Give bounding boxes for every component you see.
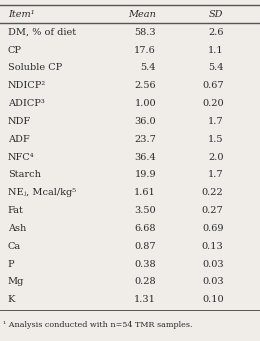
Text: 19.9: 19.9 — [134, 170, 156, 179]
Text: ADF: ADF — [8, 135, 30, 144]
Text: 36.0: 36.0 — [134, 117, 156, 126]
Text: 2.6: 2.6 — [208, 28, 224, 37]
Text: 2.0: 2.0 — [208, 153, 224, 162]
Text: 0.22: 0.22 — [202, 188, 224, 197]
Text: 0.03: 0.03 — [202, 278, 224, 286]
Text: 3.50: 3.50 — [134, 206, 156, 215]
Text: 0.10: 0.10 — [202, 295, 224, 304]
Text: 5.4: 5.4 — [208, 63, 224, 72]
Text: 0.13: 0.13 — [202, 242, 224, 251]
Text: 1.31: 1.31 — [134, 295, 156, 304]
Text: 0.87: 0.87 — [134, 242, 156, 251]
Text: K: K — [8, 295, 15, 304]
Text: 1.00: 1.00 — [134, 99, 156, 108]
Text: Ca: Ca — [8, 242, 21, 251]
Text: DM, % of diet: DM, % of diet — [8, 28, 76, 37]
Text: 0.38: 0.38 — [134, 260, 156, 269]
Text: 0.28: 0.28 — [134, 278, 156, 286]
Text: 0.69: 0.69 — [202, 224, 224, 233]
Text: Starch: Starch — [8, 170, 41, 179]
Text: 17.6: 17.6 — [134, 46, 156, 55]
Text: 1.5: 1.5 — [208, 135, 224, 144]
Text: 23.7: 23.7 — [134, 135, 156, 144]
Text: P: P — [8, 260, 14, 269]
Text: Ash: Ash — [8, 224, 26, 233]
Text: 6.68: 6.68 — [134, 224, 156, 233]
Text: NDF: NDF — [8, 117, 31, 126]
Text: Mg: Mg — [8, 278, 24, 286]
Text: Soluble CP: Soluble CP — [8, 63, 62, 72]
Text: 0.20: 0.20 — [202, 99, 224, 108]
Text: 5.4: 5.4 — [140, 63, 156, 72]
Text: Mean: Mean — [128, 10, 156, 19]
Text: 0.27: 0.27 — [202, 206, 224, 215]
Text: NDICP²: NDICP² — [8, 81, 46, 90]
Text: NEⱼ, Mcal/kg⁵: NEⱼ, Mcal/kg⁵ — [8, 188, 76, 197]
Text: ¹ Analysis conducted with n=54 TMR samples.: ¹ Analysis conducted with n=54 TMR sampl… — [3, 321, 192, 329]
Text: 1.7: 1.7 — [208, 117, 224, 126]
Text: 2.56: 2.56 — [134, 81, 156, 90]
Text: 1.1: 1.1 — [208, 46, 224, 55]
Text: 0.03: 0.03 — [202, 260, 224, 269]
Text: 0.67: 0.67 — [202, 81, 224, 90]
Text: 36.4: 36.4 — [134, 153, 156, 162]
Text: ADICP³: ADICP³ — [8, 99, 44, 108]
Text: Item¹: Item¹ — [8, 10, 34, 19]
Text: 1.61: 1.61 — [134, 188, 156, 197]
Text: Fat: Fat — [8, 206, 24, 215]
Text: NFC⁴: NFC⁴ — [8, 153, 34, 162]
Text: CP: CP — [8, 46, 22, 55]
Text: 58.3: 58.3 — [134, 28, 156, 37]
Text: 1.7: 1.7 — [208, 170, 224, 179]
Text: SD: SD — [209, 10, 224, 19]
